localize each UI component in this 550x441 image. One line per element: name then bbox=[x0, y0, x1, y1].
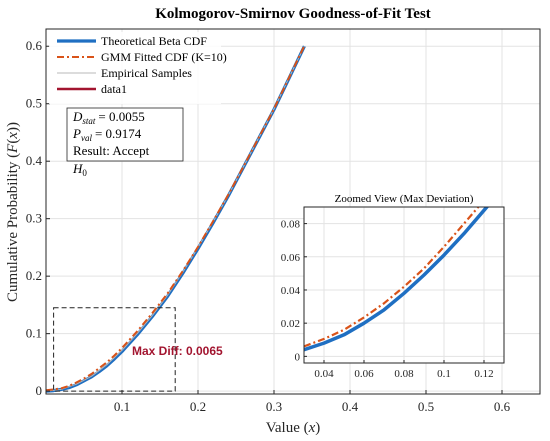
inset-title: Zoomed View (Max Deviation) bbox=[335, 193, 474, 205]
legend-label-data1: data1 bbox=[101, 82, 127, 96]
inset-x-tick-label: 0.06 bbox=[354, 368, 374, 380]
stats-p-value: = 0.9174 bbox=[95, 126, 142, 141]
legend-label-gmm-fitted-cdf-k-10: GMM Fitted CDF (K=10) bbox=[101, 50, 227, 64]
inset-x-tick-label: 0.08 bbox=[394, 368, 414, 380]
max-diff-annotation: Max Diff: 0.0065 bbox=[132, 344, 223, 358]
y-tick-label: 0.2 bbox=[26, 268, 42, 283]
inset-x-tick-label: 0.1 bbox=[437, 368, 451, 380]
x-tick-label: 0.6 bbox=[494, 399, 511, 414]
inset-y-tick-label: 0.08 bbox=[281, 219, 301, 231]
y-tick-label: 0.5 bbox=[26, 96, 42, 111]
y-axis-label-text: Cumulative Probability ( bbox=[5, 153, 21, 302]
stats-d-subscript: stat bbox=[82, 116, 96, 126]
y-tick-label: 0.1 bbox=[26, 326, 42, 341]
x-tick-label: 0.3 bbox=[266, 399, 282, 414]
inset-y-tick-label: 0.02 bbox=[281, 318, 300, 330]
y-tick-label: 0 bbox=[36, 383, 43, 398]
inset-x-tick-label: 0.04 bbox=[314, 368, 334, 380]
x-tick-label: 0.2 bbox=[190, 399, 206, 414]
stats-d-value: = 0.0055 bbox=[98, 109, 144, 124]
legend-label-theoretical-beta-cdf: Theoretical Beta CDF bbox=[101, 34, 207, 48]
x-axis-label: Value (x) bbox=[266, 420, 321, 436]
stats-d-symbol: D bbox=[72, 109, 83, 124]
y-axis-label: Cumulative Probability (F(x)) bbox=[5, 122, 21, 302]
inset-y-tick-label: 0.04 bbox=[281, 285, 301, 297]
stats-p-subscript: val bbox=[81, 133, 92, 143]
chart-title: Kolmogorov-Smirnov Goodness-of-Fit Test bbox=[155, 6, 431, 22]
x-tick-label: 0.1 bbox=[114, 399, 130, 414]
y-tick-label: 0.6 bbox=[26, 38, 43, 53]
stats-hypothesis-symbol: H bbox=[72, 161, 83, 176]
stats-result-line: Result: Accept bbox=[73, 143, 150, 158]
stats-hypothesis-subscript: 0 bbox=[82, 168, 87, 178]
inset-y-tick-label: 0 bbox=[295, 351, 301, 363]
inset-zoom-panel: 0.04 0.06 0.08 0.1 0.12 0 0.02 0.04 0.06 0.08 Zoo… bbox=[281, 193, 504, 380]
legend-label-empirical-samples: Empirical Samples bbox=[101, 66, 192, 80]
y-axis-label-close: )) bbox=[5, 122, 21, 132]
y-tick-label: 0.3 bbox=[26, 211, 42, 226]
legend: Theoretical Beta CDF GMM Fitted CDF (K=10… bbox=[49, 32, 227, 104]
x-tick-label: 0.5 bbox=[418, 399, 434, 414]
x-axis-label-text: Value ( bbox=[266, 420, 309, 436]
inset-y-tick-label: 0.06 bbox=[281, 252, 301, 264]
stats-p-symbol: P bbox=[72, 126, 81, 141]
x-axis-label-close: ) bbox=[315, 420, 320, 436]
x-tick-label: 0.4 bbox=[342, 399, 359, 414]
inset-x-tick-label: 0.12 bbox=[474, 368, 493, 380]
y-tick-label: 0.4 bbox=[26, 153, 43, 168]
